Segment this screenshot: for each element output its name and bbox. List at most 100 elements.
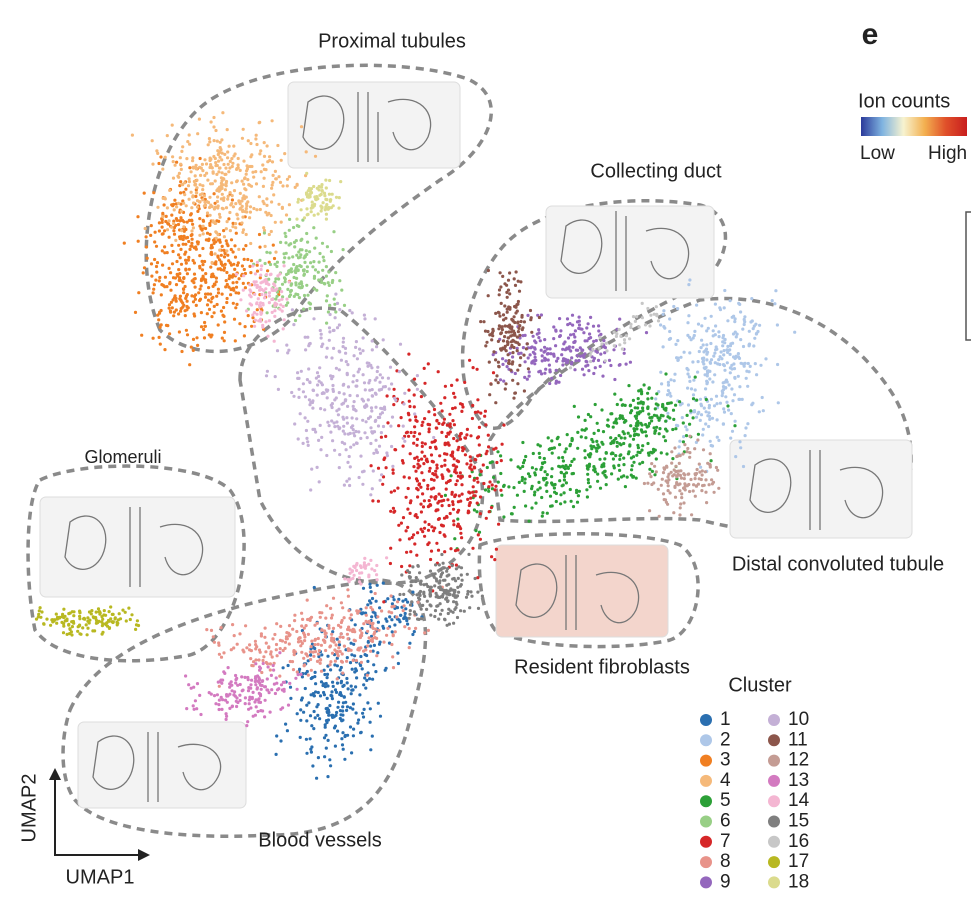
cell-point xyxy=(171,276,176,280)
cell-point xyxy=(478,495,483,499)
cell-point xyxy=(456,576,460,581)
cell-point xyxy=(208,156,212,160)
cell-point xyxy=(339,681,343,685)
cell-point xyxy=(214,262,218,266)
cell-point xyxy=(209,120,213,124)
cell-point xyxy=(188,363,192,367)
cell-point xyxy=(160,225,164,229)
cell-point xyxy=(475,501,479,505)
cell-point xyxy=(552,486,557,490)
cell-point xyxy=(443,396,447,400)
cell-point xyxy=(308,618,312,623)
cell-point xyxy=(312,654,316,658)
cell-point xyxy=(507,359,511,363)
cell-point xyxy=(460,483,464,487)
cell-point xyxy=(271,243,275,247)
cluster-points xyxy=(568,301,661,370)
cell-point xyxy=(434,563,438,567)
cell-point xyxy=(255,686,259,690)
cell-point xyxy=(505,290,509,294)
cell-point xyxy=(209,265,213,269)
cell-point xyxy=(205,171,209,175)
cell-point xyxy=(416,531,420,535)
cell-point xyxy=(654,397,658,401)
cell-point xyxy=(229,238,234,242)
cell-point xyxy=(305,283,309,287)
cell-point xyxy=(563,450,567,454)
cell-point xyxy=(200,277,204,281)
cell-point xyxy=(723,368,727,372)
cell-point xyxy=(344,448,348,452)
cell-point xyxy=(314,376,318,380)
cell-point xyxy=(243,176,247,180)
cell-point xyxy=(217,652,221,656)
cell-point xyxy=(186,306,190,310)
cell-point xyxy=(599,352,603,356)
cell-point xyxy=(552,325,556,329)
cell-point xyxy=(179,298,183,302)
cell-point xyxy=(638,401,642,405)
cell-point xyxy=(462,609,466,613)
cell-point xyxy=(369,649,373,653)
cell-point xyxy=(738,440,742,444)
cell-point xyxy=(167,219,171,223)
cell-point xyxy=(528,308,533,313)
cell-point xyxy=(227,144,231,148)
cell-point xyxy=(353,670,357,674)
cell-point xyxy=(264,320,268,324)
cell-point xyxy=(230,164,234,169)
cell-point xyxy=(351,424,355,428)
cell-point xyxy=(485,465,489,470)
cell-point xyxy=(321,391,325,395)
cell-point xyxy=(717,486,721,490)
cell-point xyxy=(649,475,653,479)
cell-point xyxy=(81,626,85,630)
cell-point xyxy=(432,478,436,482)
cell-point xyxy=(223,152,227,156)
cell-point xyxy=(324,197,328,201)
cell-point xyxy=(306,335,310,339)
cell-point xyxy=(241,230,245,234)
cluster-points xyxy=(491,313,649,386)
cell-point xyxy=(492,447,496,451)
cell-point xyxy=(315,776,319,780)
cell-point xyxy=(682,501,686,505)
cell-point xyxy=(177,268,181,272)
cell-point xyxy=(338,453,342,457)
cell-point xyxy=(722,407,726,411)
cell-point xyxy=(711,334,715,338)
cell-point xyxy=(469,463,473,467)
cell-point xyxy=(360,667,364,671)
cell-point xyxy=(198,183,202,187)
cell-point xyxy=(283,231,287,235)
cell-point xyxy=(396,651,400,655)
cell-point xyxy=(305,669,309,674)
cell-point xyxy=(699,477,703,482)
cell-point xyxy=(149,224,153,228)
cell-point xyxy=(516,330,521,334)
cell-point xyxy=(691,397,696,401)
cell-point xyxy=(153,240,157,244)
cell-point xyxy=(694,484,699,488)
cell-point xyxy=(323,194,327,198)
cell-point xyxy=(657,390,661,394)
cell-point xyxy=(449,587,453,591)
cell-point xyxy=(474,529,478,533)
cell-point xyxy=(371,649,375,653)
cell-point xyxy=(173,198,177,202)
cell-point xyxy=(234,272,239,276)
cell-point xyxy=(604,483,608,487)
cell-point xyxy=(163,251,167,255)
cell-point xyxy=(595,421,599,425)
cell-point xyxy=(666,411,670,415)
cell-point xyxy=(434,591,438,596)
cell-point xyxy=(507,361,511,366)
cell-point xyxy=(233,690,237,694)
region-label: Blood vessels xyxy=(258,829,381,851)
cell-point xyxy=(234,291,238,295)
cell-point xyxy=(735,332,739,336)
cell-point xyxy=(96,607,101,611)
cell-point xyxy=(680,416,684,420)
cell-point xyxy=(258,152,262,156)
cell-point xyxy=(274,277,278,281)
